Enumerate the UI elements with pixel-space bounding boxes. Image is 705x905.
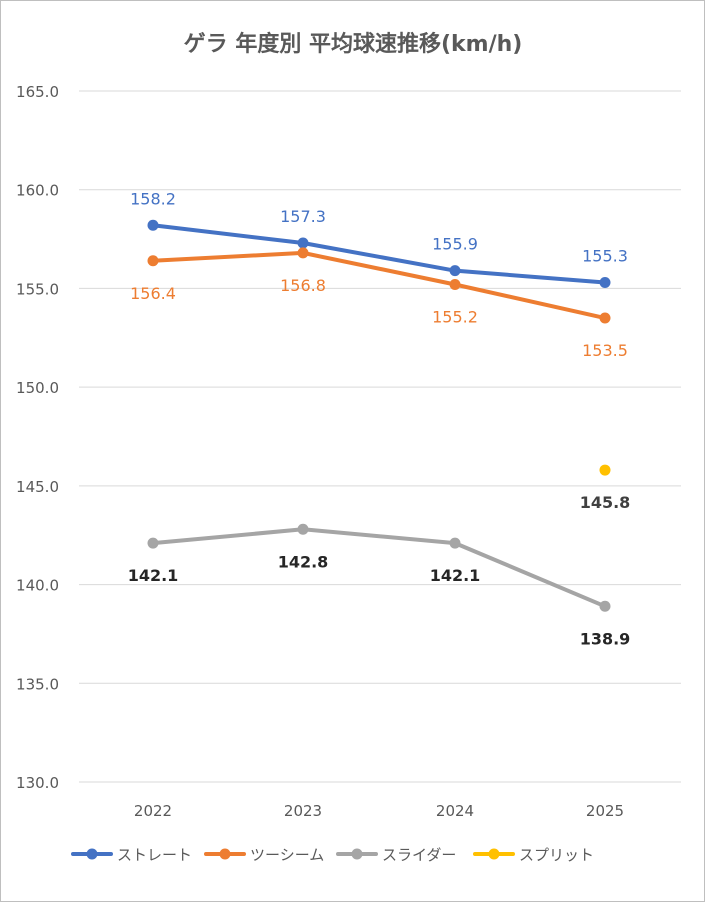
y-tick-label: 130.0 bbox=[16, 774, 59, 792]
series-line bbox=[151, 527, 607, 609]
legend-swatch-marker bbox=[86, 848, 98, 860]
legend-label: ツーシーム bbox=[250, 846, 324, 864]
gridlines bbox=[79, 90, 681, 783]
data-point bbox=[147, 537, 159, 549]
chart-title: ゲラ 年度別 平均球速推移(km/h) bbox=[184, 31, 523, 57]
series-3 bbox=[147, 523, 611, 612]
data-label: 138.9 bbox=[580, 629, 631, 648]
legend-item: ツーシーム bbox=[204, 846, 324, 864]
legend-swatch-marker bbox=[488, 848, 500, 860]
legend-swatch-marker bbox=[219, 848, 231, 860]
data-point bbox=[599, 600, 611, 612]
legend-label: ストレート bbox=[117, 846, 192, 864]
data-labels: 158.2 157.3 155.9 155.3 156.4 156.8 155.2 153.5… bbox=[128, 189, 631, 648]
data-label: 142.1 bbox=[128, 566, 179, 585]
series-2 bbox=[147, 247, 611, 324]
legend: ストレート ツーシーム スライダー スプリット bbox=[71, 846, 594, 864]
y-tick-label: 135.0 bbox=[16, 675, 59, 693]
legend-swatch-marker bbox=[351, 848, 363, 860]
data-point bbox=[599, 464, 611, 476]
data-point bbox=[147, 255, 159, 267]
data-label: 155.3 bbox=[582, 247, 628, 266]
data-point bbox=[599, 312, 611, 324]
series-line bbox=[151, 223, 607, 285]
series-4 bbox=[599, 464, 611, 476]
x-tick-label: 2025 bbox=[586, 802, 624, 820]
data-point bbox=[297, 247, 309, 259]
legend-item: スライダー bbox=[336, 846, 456, 864]
x-tick-label: 2022 bbox=[134, 802, 172, 820]
data-label: 142.1 bbox=[430, 566, 481, 585]
series-line bbox=[151, 250, 607, 321]
legend-item: スプリット bbox=[473, 846, 594, 864]
y-tick-label: 145.0 bbox=[16, 478, 59, 496]
y-tick-label: 165.0 bbox=[16, 83, 59, 101]
legend-label: スプリット bbox=[519, 846, 594, 864]
data-label: 157.3 bbox=[280, 207, 326, 226]
x-tick-label: 2023 bbox=[284, 802, 322, 820]
data-point bbox=[449, 265, 461, 277]
data-point bbox=[449, 278, 461, 290]
y-tick-label: 155.0 bbox=[16, 280, 59, 298]
y-axis: 130.0 135.0 140.0 145.0 150.0 155.0 160.0 165.0 bbox=[16, 83, 59, 792]
x-axis: 2022 2023 2024 2025 bbox=[134, 802, 624, 820]
data-label: 145.8 bbox=[580, 493, 631, 512]
series-group bbox=[147, 219, 611, 612]
series-1 bbox=[147, 219, 611, 289]
data-point bbox=[297, 523, 309, 535]
data-label: 142.8 bbox=[278, 552, 329, 571]
data-label: 158.2 bbox=[130, 189, 176, 208]
data-label: 153.5 bbox=[582, 341, 628, 360]
data-label: 155.9 bbox=[432, 235, 478, 254]
data-point bbox=[147, 219, 159, 231]
data-point bbox=[599, 277, 611, 289]
x-tick-label: 2024 bbox=[436, 802, 474, 820]
legend-item: ストレート bbox=[71, 846, 192, 864]
data-label: 155.2 bbox=[432, 307, 478, 326]
legend-label: スライダー bbox=[382, 846, 456, 864]
y-tick-label: 160.0 bbox=[16, 182, 59, 200]
data-point bbox=[449, 537, 461, 549]
y-tick-label: 150.0 bbox=[16, 379, 59, 397]
y-tick-label: 140.0 bbox=[16, 577, 59, 595]
data-label: 156.8 bbox=[280, 276, 326, 295]
data-point bbox=[297, 237, 309, 249]
data-label: 156.4 bbox=[130, 284, 176, 303]
